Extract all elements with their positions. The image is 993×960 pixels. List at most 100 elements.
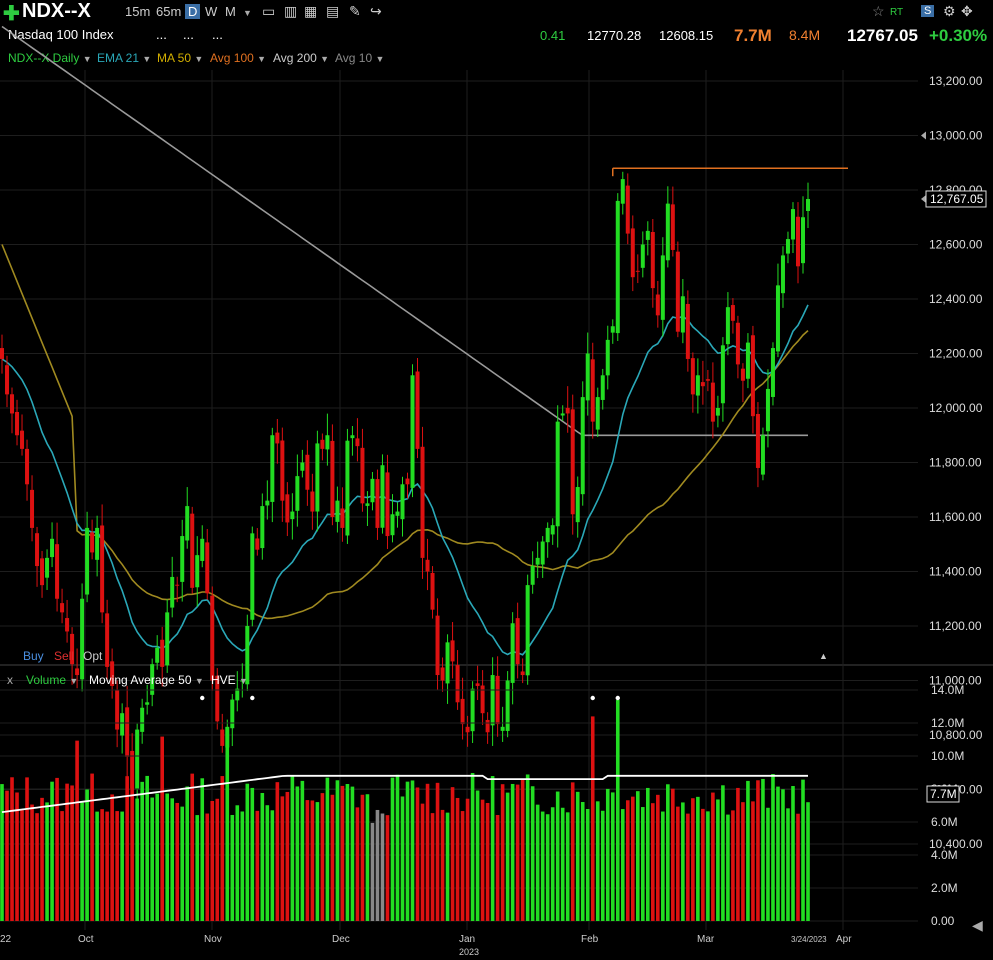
volume-bar (651, 803, 655, 921)
star-icon[interactable]: ☆ (872, 3, 885, 19)
pencil-icon[interactable]: ✎ (349, 3, 361, 19)
volume-bar (515, 784, 520, 921)
candle-body (570, 409, 575, 515)
candle-body (100, 525, 105, 613)
placeholder-3: ... (212, 27, 223, 42)
volume-bar (290, 776, 295, 921)
volume-bar (300, 780, 305, 921)
candle-body (680, 296, 685, 333)
add-symbol-icon[interactable]: ✚ (3, 3, 20, 25)
indicator-avg100[interactable]: Avg 100 ▼ (210, 51, 267, 65)
candle-body (545, 527, 550, 543)
hve-marker (615, 695, 620, 701)
price-tick-label: 12,400.00 (929, 292, 983, 306)
candle-body (565, 407, 570, 414)
volume-bar (465, 798, 470, 921)
move-icon[interactable]: ✥ (961, 3, 973, 19)
volume-bar (430, 813, 435, 921)
volume-ma-label[interactable]: Moving Average 50 ▼ (89, 673, 204, 687)
buy-button[interactable]: Buy (23, 649, 44, 663)
bars-icon[interactable]: ▥ (284, 3, 298, 19)
candle-body (205, 542, 210, 594)
volume-label[interactable]: Volume ▼ (26, 673, 79, 687)
timeframe-daily[interactable]: D (185, 4, 201, 19)
candle-body (70, 633, 75, 665)
indicator-main[interactable]: NDX--X Daily ▼ (8, 51, 92, 65)
indicator-ma50[interactable]: MA 50 ▼ (157, 51, 204, 65)
volume-bar (525, 774, 530, 921)
volume-bar (731, 810, 735, 921)
volume-bar (791, 786, 795, 921)
candle-body (475, 683, 480, 686)
candle-body (125, 707, 130, 757)
collapse-icon[interactable]: ▲ (819, 651, 828, 661)
timeframe-15m[interactable]: 15m (125, 4, 151, 19)
indicator-ema21[interactable]: EMA 21 ▼ (97, 51, 152, 65)
price-tick-label: 10,800.00 (929, 728, 983, 742)
s-icon[interactable]: S (921, 5, 935, 17)
layers-icon[interactable]: ▤ (326, 3, 340, 19)
volume-bar (410, 780, 415, 921)
price-tick-label: 11,000.00 (929, 674, 982, 688)
candle-body (505, 680, 510, 731)
volume-bar (470, 773, 475, 921)
volume-bar (415, 787, 420, 921)
candle-body (725, 307, 730, 345)
timeframe-monthly[interactable]: M (225, 4, 236, 19)
options-button[interactable]: Opt (83, 649, 103, 663)
candle-body (806, 198, 810, 211)
close-volume-icon[interactable]: x (7, 673, 13, 687)
candle-body (480, 685, 485, 714)
candle-body (65, 618, 70, 632)
volume-bar (325, 777, 330, 921)
volume-bar (55, 777, 59, 921)
timeframe-65m[interactable]: 65m (156, 4, 182, 19)
volume-bar (320, 793, 325, 921)
volume-bar (15, 792, 19, 921)
volume-bar (115, 811, 119, 921)
volume-bar (120, 811, 124, 921)
x-axis-label: Feb (581, 934, 599, 945)
sell-button[interactable]: Sell (54, 649, 75, 663)
rt-icon[interactable]: RT (890, 7, 904, 18)
candle-body (590, 359, 595, 422)
volume-bar (30, 804, 34, 921)
scroll-icon: ◀ (972, 918, 983, 934)
candle-body (755, 413, 760, 468)
volume-bar (85, 789, 89, 921)
low-value: 12608.15 (659, 28, 714, 43)
volume-bar (360, 794, 365, 921)
volume-bar (170, 798, 175, 921)
indicator-legend: NDX--X Daily ▼ EMA 21 ▼ MA 50 ▼ Avg 100 … (0, 48, 993, 70)
indicator-avg10[interactable]: Avg 10 ▼ (335, 51, 385, 65)
volume-bar (520, 779, 525, 921)
share-icon[interactable]: ↪ (370, 3, 382, 19)
volume-bar (125, 776, 129, 921)
last-price-tag: 12,767.05 (930, 192, 984, 206)
volume-bar (355, 807, 360, 921)
candle-body (700, 382, 705, 387)
candle-body (665, 203, 670, 261)
indicator-avg200[interactable]: Avg 200 ▼ (273, 51, 330, 65)
volume-bar (230, 814, 235, 921)
candle-body (265, 500, 270, 506)
volume-tick-label: 12.0M (931, 716, 964, 730)
candle-body (55, 544, 60, 599)
candle-body (445, 642, 450, 684)
volume-bar (205, 813, 210, 921)
calculator-icon[interactable]: ▦ (304, 3, 318, 19)
volume-bar (180, 806, 185, 921)
timeframe-weekly[interactable]: W (205, 4, 218, 19)
timeframe-dropdown-icon[interactable]: ▼ (243, 8, 252, 18)
template-icon[interactable]: ▭ (262, 3, 276, 19)
symbol-label[interactable]: NDX--X (22, 0, 91, 22)
hve-label[interactable]: HVE ▼ (211, 673, 248, 687)
candle-body (605, 339, 610, 376)
candle-body (130, 750, 135, 790)
candle-body (600, 375, 605, 400)
volume-bar (80, 802, 84, 921)
candle-body (95, 527, 100, 560)
candle-body (350, 435, 355, 439)
gear-icon[interactable]: ⚙ (943, 3, 956, 19)
